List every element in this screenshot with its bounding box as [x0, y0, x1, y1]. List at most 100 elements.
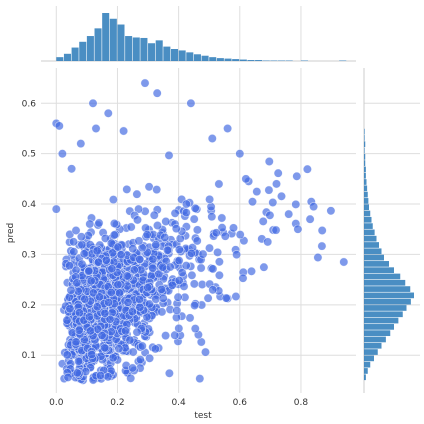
scatter-point [65, 261, 75, 271]
scatter-point [62, 350, 72, 360]
scatter-point [107, 264, 117, 274]
scatter-point [174, 256, 184, 266]
y-tick-label: 0.3 [22, 250, 36, 260]
scatter-point [326, 206, 336, 216]
scatter-point [317, 226, 327, 236]
scatter-point [167, 280, 177, 290]
scatter-point [276, 191, 286, 201]
scatter-point [181, 208, 191, 218]
scatter-point [153, 221, 163, 231]
scatter-point [161, 217, 171, 227]
scatter-point [317, 241, 327, 251]
scatter-point [190, 324, 200, 334]
scatter-point [135, 355, 145, 365]
y-hist-bar [364, 361, 371, 368]
scatter-point [273, 168, 283, 178]
scatter-point [229, 223, 239, 233]
y-tick-label: 0.2 [22, 301, 36, 311]
y-hist-bar [364, 172, 366, 179]
x-hist-bar [193, 54, 201, 61]
x-hist-bar [140, 37, 148, 61]
scatter-point [305, 214, 315, 224]
scatter-point [116, 250, 126, 260]
scatter-point [152, 185, 162, 195]
x-hist-bar [102, 13, 110, 61]
y-tick-labels: 0.1 0.2 0.3 0.4 0.5 0.6 [22, 99, 37, 361]
y-hist-bar [364, 204, 369, 211]
scatter-point [309, 202, 319, 212]
scatter-point [263, 237, 273, 247]
scatter-point [51, 204, 61, 214]
scatter-point [100, 343, 110, 353]
y-hist-bar [364, 267, 394, 274]
scatter-point [157, 307, 167, 317]
x-hist-bar [178, 50, 186, 61]
y-hist-bar [364, 279, 406, 286]
x-hist-bar [79, 41, 87, 61]
scatter-point [264, 185, 274, 195]
scatter-point [137, 341, 147, 351]
x-hist-bar [63, 53, 71, 61]
y-hist-bar [364, 368, 368, 374]
scatter-point [122, 184, 132, 194]
scatter-point [214, 270, 224, 280]
scatter-point [172, 305, 182, 315]
x-hist-bar [201, 55, 209, 61]
scatter-point [181, 199, 191, 209]
scatter-point [74, 325, 84, 335]
scatter-point [247, 266, 257, 276]
scatter-point [101, 255, 111, 265]
x-hist-bar [148, 43, 156, 61]
scatter-point [143, 283, 153, 293]
x-hist-bar [117, 24, 125, 61]
y-hist-bar [364, 153, 366, 160]
scatter-point [94, 257, 104, 267]
scatter-point [97, 330, 107, 340]
scatter-point [135, 254, 145, 264]
y-hist-bar [364, 298, 411, 305]
scatter-point [157, 284, 167, 294]
y-hist-bar [364, 166, 366, 173]
scatter-point [65, 304, 75, 314]
scatter-point [211, 228, 221, 238]
scatter-point [195, 374, 205, 384]
scatter-point [160, 232, 170, 242]
y-hist-bar [364, 336, 386, 343]
scatter-point [71, 226, 81, 236]
scatter-point [235, 149, 245, 159]
scatter-point [190, 300, 200, 310]
scatter-point [69, 247, 79, 257]
scatter-point [268, 198, 278, 208]
scatter-point [72, 368, 82, 378]
y-hist-bar [364, 286, 411, 292]
y-tick-label: 0.4 [22, 200, 37, 210]
scatter-point [313, 253, 323, 263]
scatter-point [161, 331, 171, 341]
scatter-point [80, 294, 90, 304]
scatter-point [74, 356, 84, 366]
scatter-point [189, 279, 199, 289]
scatter-point [220, 231, 230, 241]
scatter-point [163, 245, 173, 255]
scatter-point [148, 263, 158, 273]
scatter-point [92, 246, 102, 256]
scatter-point [119, 126, 129, 136]
scatter-point [232, 250, 242, 260]
scatter-point [187, 270, 197, 280]
y-hist-bar [364, 223, 373, 229]
y-hist-bar [364, 179, 367, 185]
scatter-point [127, 307, 137, 317]
x-tick-label: 0.8 [294, 398, 309, 408]
x-axis-label: test [194, 411, 212, 421]
scatter-point [203, 293, 213, 303]
scatter-point [109, 219, 119, 229]
scatter-point [284, 209, 294, 219]
x-tick-label: 0.4 [171, 398, 186, 408]
scatter-point [207, 212, 217, 222]
scatter-point [208, 285, 218, 295]
scatter-point [108, 353, 118, 363]
x-hist-bar [94, 28, 102, 61]
scatter-point [170, 208, 180, 218]
x-hist-bar [86, 36, 94, 61]
scatter-point [84, 266, 94, 276]
